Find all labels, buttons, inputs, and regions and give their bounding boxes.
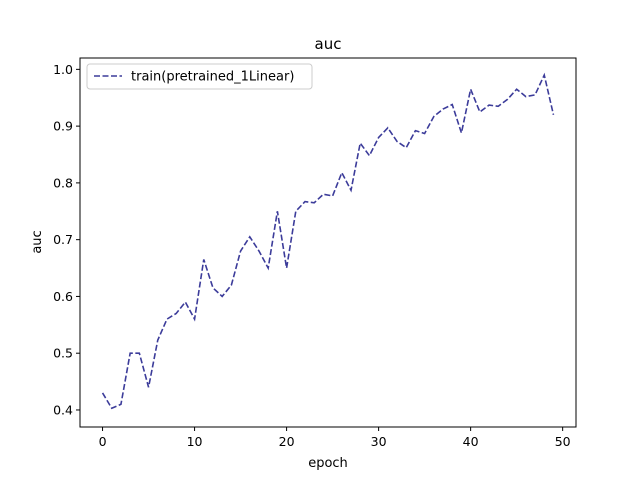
x-tick-label: 0 (99, 434, 107, 449)
y-tick-label: 0.5 (53, 346, 73, 361)
legend: train(pretrained_1Linear) (87, 64, 312, 89)
x-tick-label: 40 (463, 434, 479, 449)
y-tick-label: 1.0 (53, 62, 73, 77)
x-tick-label: 10 (187, 434, 203, 449)
x-tick-label: 50 (555, 434, 571, 449)
y-axis-label: auc (30, 230, 45, 253)
y-tick-label: 0.7 (53, 232, 73, 247)
y-tick-label: 0.9 (53, 119, 73, 134)
x-tick-label: 30 (371, 434, 387, 449)
chart-title: auc (315, 35, 342, 53)
y-tick-label: 0.4 (53, 402, 73, 417)
y-tick-label: 0.6 (53, 289, 73, 304)
x-tick-label: 20 (279, 434, 295, 449)
y-tick-label: 0.8 (53, 175, 73, 190)
legend-label: train(pretrained_1Linear) (131, 70, 294, 85)
x-axis-label: epoch (308, 456, 348, 471)
